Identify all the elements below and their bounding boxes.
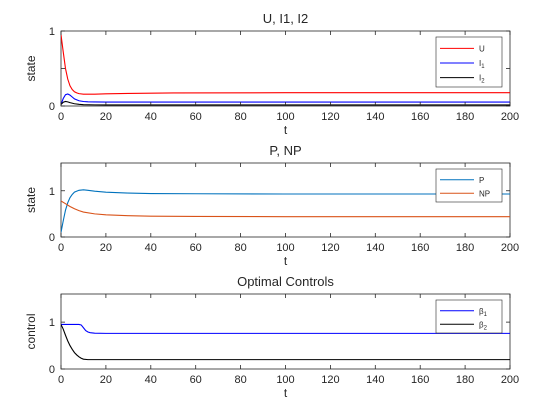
axes-box: [60, 293, 511, 370]
x-tick-label: 180: [456, 111, 474, 123]
series-line-β1: [61, 323, 510, 334]
x-tick-label: 60: [190, 374, 202, 386]
legend-label-base: U: [479, 44, 485, 53]
x-axis-label: t: [284, 123, 288, 137]
x-tick-label: 40: [145, 111, 157, 123]
y-tick-label: 1: [49, 317, 55, 329]
series-line-NP: [61, 200, 510, 218]
y-axis-label: state: [24, 55, 38, 81]
x-tick-label: 60: [190, 242, 202, 254]
chart-title: U, I1, I2: [263, 11, 309, 26]
x-tick-label: 120: [321, 242, 339, 254]
x-tick-label: 80: [234, 242, 246, 254]
y-tick-label: 0: [49, 101, 55, 113]
x-tick-label: 80: [234, 374, 246, 386]
legend-label-base: β: [479, 307, 484, 316]
legend-label-base: NP: [479, 189, 490, 198]
chart-title: Optimal Controls: [237, 274, 334, 289]
legend-label-P: P: [479, 176, 484, 185]
legend-label-base: I: [479, 74, 481, 83]
x-tick-label: 120: [321, 111, 339, 123]
x-tick-label: 0: [58, 111, 64, 123]
x-tick-label: 140: [366, 242, 384, 254]
x-tick-label: 0: [58, 242, 64, 254]
legend-box: [435, 299, 503, 334]
y-tick-label: 0: [49, 364, 55, 376]
chart-title: P, NP: [269, 143, 301, 158]
legend: P NP: [435, 168, 503, 203]
x-tick-label: 80: [234, 111, 246, 123]
legend-label-subscript: 2: [484, 325, 488, 331]
legend-box: [435, 36, 503, 88]
chart-panel-3: 0 20 40 60 80 100 120 140 160 180 200 0 1 Optimal Con…: [24, 274, 519, 400]
x-tick-label: 20: [100, 374, 112, 386]
x-axis-label: t: [284, 386, 288, 400]
legend-label-I2: I2: [479, 74, 485, 85]
x-tick-label: 60: [190, 111, 202, 123]
x-axis-label: t: [284, 254, 288, 268]
x-tick-label: 40: [145, 374, 157, 386]
x-tick-label: 100: [276, 242, 294, 254]
series-line-β2: [61, 324, 510, 361]
x-tick-label: 160: [411, 242, 429, 254]
y-axis-label: control: [24, 313, 38, 349]
x-tick-label: 140: [366, 374, 384, 386]
legend-label-NP: NP: [479, 189, 490, 198]
legend-label-base: P: [479, 176, 484, 185]
chart-panel-2: 0 20 40 60 80 100 120 140 160 180 200 0 1 P, NP t state…: [24, 143, 519, 268]
y-axis-label: state: [24, 187, 38, 213]
chart-panel-1: 0 20 40 60 80 100 120 140 160 180 200 0 1 U, I1, I2 t s…: [24, 11, 519, 137]
x-tick-label: 100: [276, 374, 294, 386]
x-tick-label: 20: [100, 242, 112, 254]
legend-label-subscript: 1: [484, 312, 488, 318]
legend-label-β1: β1: [479, 307, 488, 318]
legend-box: [435, 168, 503, 203]
series-line-I2: [61, 100, 510, 106]
y-tick-label: 1: [49, 186, 55, 198]
x-tick-label: 0: [58, 374, 64, 386]
x-tick-label: 140: [366, 111, 384, 123]
legend-label-β2: β2: [479, 320, 488, 331]
x-tick-label: 160: [411, 111, 429, 123]
y-tick-label: 0: [49, 232, 55, 244]
x-tick-label: 20: [100, 111, 112, 123]
x-tick-label: 200: [501, 111, 519, 123]
x-tick-label: 200: [501, 242, 519, 254]
axes-box: [60, 162, 511, 238]
x-tick-label: 100: [276, 111, 294, 123]
x-tick-label: 200: [501, 374, 519, 386]
series-line-U: [61, 34, 510, 95]
legend-label-subscript: 1: [481, 64, 485, 70]
legend-label-I1: I1: [479, 59, 485, 70]
series-line-P: [61, 189, 510, 233]
legend-label-base: I: [479, 59, 481, 68]
legend-label-subscript: 2: [481, 79, 485, 85]
x-tick-label: 180: [456, 242, 474, 254]
x-tick-label: 40: [145, 242, 157, 254]
y-tick-label: 1: [49, 26, 55, 38]
x-tick-label: 180: [456, 374, 474, 386]
legend-label-base: β: [479, 320, 484, 329]
x-tick-label: 120: [321, 374, 339, 386]
x-tick-label: 160: [411, 374, 429, 386]
legend-label-U: U: [479, 44, 485, 53]
